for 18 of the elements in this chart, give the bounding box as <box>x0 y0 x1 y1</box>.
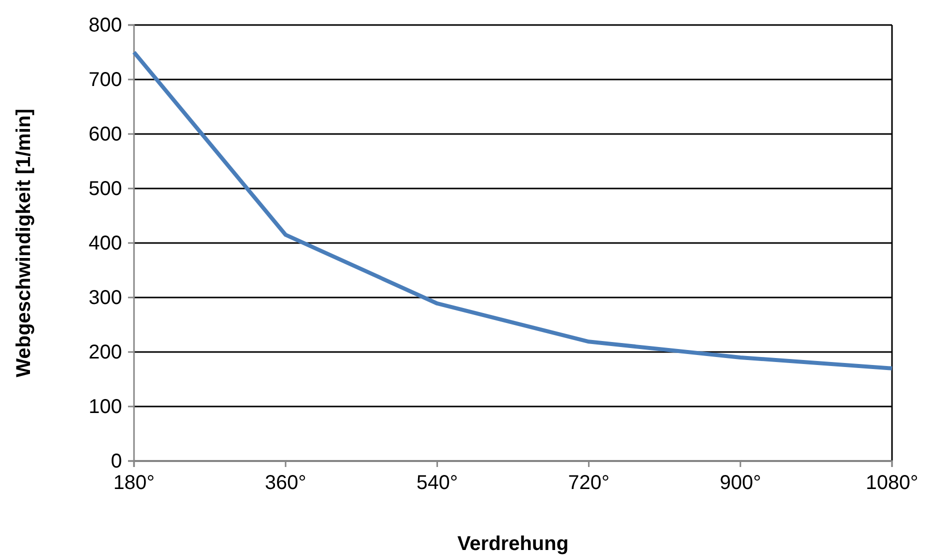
x-tick-label: 180° <box>113 472 155 494</box>
y-tick-label: 400 <box>88 232 122 254</box>
y-tick-label: 700 <box>88 68 122 91</box>
x-tick-label: 720° <box>568 472 610 494</box>
x-axis-title: Verdrehung <box>457 533 569 555</box>
y-tick-label: 500 <box>88 178 122 200</box>
x-tick-label: 360° <box>264 472 306 494</box>
y-tick-label: 800 <box>88 14 122 36</box>
y-tick-label: 300 <box>88 286 122 309</box>
x-tick-label: 1080° <box>866 472 918 494</box>
y-axis-title: Webgeschwindigkeit [1/min] <box>13 108 35 378</box>
y-tick-label: 200 <box>88 341 122 364</box>
y-tick-label: 100 <box>88 396 122 418</box>
line-series <box>132 50 894 370</box>
y-tick-label: 0 <box>110 450 122 472</box>
x-tick-label: 900° <box>720 472 762 494</box>
y-tick-label: 600 <box>88 123 122 146</box>
x-tick-label: 540° <box>416 472 458 494</box>
